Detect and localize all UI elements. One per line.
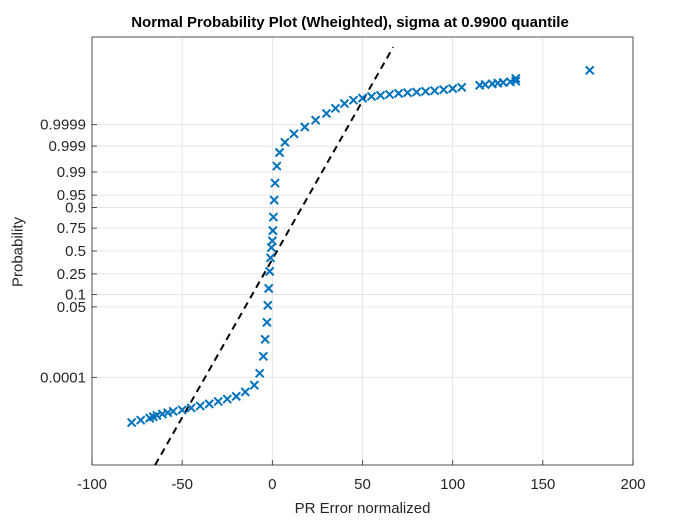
data-point <box>270 178 280 188</box>
data-point <box>339 98 350 109</box>
data-point <box>272 161 282 171</box>
grid-layer <box>91 37 634 465</box>
data-point <box>420 86 431 97</box>
y-tick-label: 0.1 <box>65 287 86 304</box>
data-point <box>195 401 205 411</box>
data-point <box>168 406 178 417</box>
x-tick-label: 200 <box>620 476 645 493</box>
data-point <box>438 84 449 95</box>
data-point <box>585 65 595 75</box>
data-point <box>310 115 321 125</box>
data-point <box>255 368 265 378</box>
data-point <box>447 83 458 94</box>
data-point <box>186 403 196 413</box>
data-point <box>264 283 274 294</box>
data-point <box>249 380 260 390</box>
data-point <box>222 394 232 404</box>
y-axis-label: Probability <box>9 216 27 288</box>
data-point <box>366 91 377 102</box>
y-tick-label: 0.0001 <box>40 369 86 386</box>
x-tick-label: 50 <box>354 476 371 493</box>
data-point <box>231 391 241 402</box>
y-tick-label: 0.95 <box>57 187 86 204</box>
data-point <box>402 88 413 98</box>
data-point <box>240 387 250 397</box>
x-tick-label: -100 <box>77 476 107 493</box>
y-tick-label: 0.75 <box>57 220 86 237</box>
data-point <box>177 405 187 415</box>
x-tick-label: 150 <box>530 476 555 493</box>
y-tick-label: 0.25 <box>57 266 86 283</box>
data-point <box>260 334 270 345</box>
data-point <box>265 253 276 263</box>
reference-fit-line <box>154 46 395 466</box>
data-point <box>126 417 137 428</box>
data-point <box>269 195 279 205</box>
x-axis-label: PR Error normalized <box>294 500 431 517</box>
data-point <box>135 415 146 425</box>
y-tick-label: 0.999 <box>48 138 86 155</box>
data-point <box>268 212 279 222</box>
y-tick-label: 0.9999 <box>40 117 86 134</box>
x-tick-label: -50 <box>171 476 193 493</box>
data-point <box>204 399 214 409</box>
data-point <box>511 76 521 86</box>
data-point <box>393 88 404 99</box>
chart-title: Normal Probability Plot (Wheighted), sig… <box>131 14 569 31</box>
data-point <box>375 90 386 101</box>
data-point <box>429 85 440 96</box>
y-tick-label: 0.9 <box>65 199 86 216</box>
data-point <box>262 317 272 328</box>
data-point <box>213 396 223 407</box>
data-point <box>456 82 467 92</box>
data-point <box>274 147 285 158</box>
data-point <box>280 137 290 148</box>
data-point <box>411 87 422 97</box>
data-point <box>330 103 341 114</box>
x-tick-label: 0 <box>268 476 276 493</box>
data-point <box>384 89 395 100</box>
data-points <box>126 65 595 428</box>
data-point <box>268 225 278 236</box>
data-point <box>321 108 332 119</box>
data-point <box>267 236 278 246</box>
data-point <box>357 93 368 103</box>
data-point <box>511 73 521 84</box>
data-point <box>258 351 269 362</box>
y-tick-label: 0.05 <box>57 299 86 316</box>
data-point <box>289 129 299 139</box>
data-point <box>348 95 359 105</box>
data-point <box>263 300 273 311</box>
data-point <box>300 122 310 132</box>
x-tick-label: 100 <box>440 476 465 493</box>
ticks-layer: -100 -50 0 50 100 150 200 0.0001 0.050.1 0.25 0.5 0… <box>40 117 645 493</box>
y-tick-label: 0.99 <box>57 164 86 181</box>
data-point <box>264 266 275 277</box>
y-tick-label: 0.5 <box>65 243 86 260</box>
